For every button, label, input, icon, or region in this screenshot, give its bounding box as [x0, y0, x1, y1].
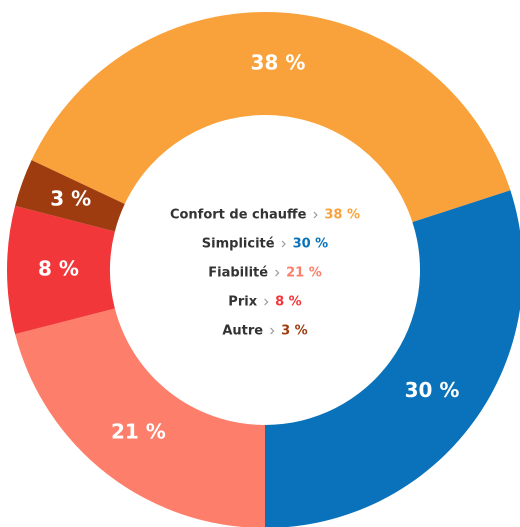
legend-name: Autre [222, 324, 263, 339]
legend-separator [270, 327, 275, 335]
legend-name: Fiabilité [208, 266, 268, 281]
legend-name: Confort de chauffe [170, 208, 307, 223]
value-label: 38 % [251, 50, 306, 74]
legend-entry: Autre 3 % [222, 324, 307, 339]
value-label: 30 % [405, 378, 460, 402]
donut-segment [265, 190, 520, 527]
legend-value: 8 % [275, 295, 302, 310]
legend-value: 38 % [324, 208, 360, 223]
legend-value: 3 % [281, 324, 308, 339]
legend-name: Prix [228, 295, 257, 310]
legend-separator [275, 269, 280, 277]
value-label: 3 % [50, 187, 91, 211]
legend-entry: Confort de chauffe 38 % [170, 208, 360, 223]
legend-separator [281, 240, 286, 248]
value-label: 8 % [38, 257, 79, 281]
legend-entry: Simplicité 30 % [202, 237, 328, 252]
legend-name: Simplicité [202, 237, 275, 252]
value-label: 21 % [111, 420, 166, 444]
legend-value: 30 % [293, 237, 329, 252]
donut-segment [15, 308, 265, 527]
donut-segment [6, 205, 115, 335]
legend-value: 21 % [286, 266, 322, 281]
donut-segment [15, 160, 125, 232]
donut-segment [31, 11, 511, 223]
legend-entry: Fiabilité 21 % [208, 266, 321, 281]
legend-entry: Prix 8 % [228, 295, 301, 310]
legend-separator [264, 298, 269, 306]
legend-separator [313, 211, 318, 219]
